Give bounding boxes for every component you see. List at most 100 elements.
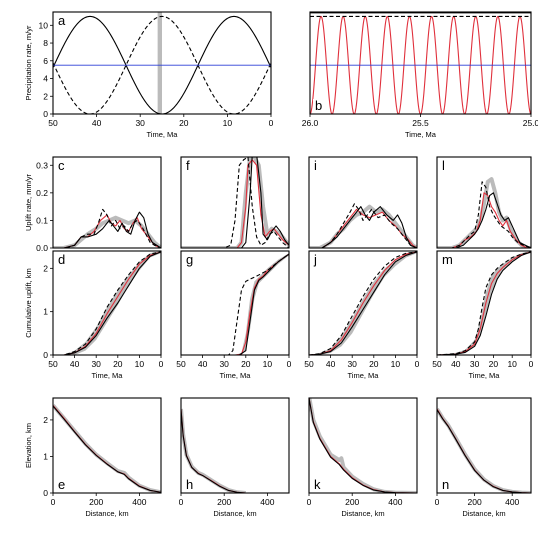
series-m-red-1 (437, 251, 531, 355)
xtick-label-n-1: 200 (468, 497, 482, 507)
series-g-solid-3 (181, 253, 289, 355)
ylabel-e: Elevation, km (24, 423, 33, 468)
series-c-solid-3 (53, 211, 161, 248)
frame-c (52, 156, 162, 249)
ylabel-a: Precipitation rate, m/yr (24, 25, 33, 101)
xtick-label-b-1: 25.5 (412, 118, 429, 128)
xlabel-g: Time, Ma (220, 371, 252, 380)
xtick-label-e-0: 0 (51, 497, 56, 507)
series-f-red-1 (181, 159, 289, 248)
series-e-red-1 (53, 404, 161, 493)
ytick-label-a-1: 2 (43, 91, 48, 101)
panel-label-n: n (442, 477, 449, 492)
xtick-label-j-2: 30 (347, 359, 357, 369)
panel-i: i (308, 156, 418, 249)
xtick-label-g-5: 0 (287, 359, 292, 369)
panel-label-j: j (313, 252, 317, 267)
panel-e: 0 200 400 0 1 2 Distance, km Elevation, km e (24, 397, 162, 518)
series-i-red-1 (309, 208, 417, 248)
panel-label-g: g (186, 252, 193, 267)
panel-k: 0 200 400 Distance, km k (307, 397, 418, 518)
panel-a: 50 40 30 20 10 0 0 2 4 6 8 10 Time, Ma Precipitation … (24, 11, 274, 139)
panel-b: 26.0 25.5 25.0 Time, Ma b (302, 11, 538, 139)
series-d-grey_band-0 (53, 251, 161, 355)
xtick-label-h-2: 400 (260, 497, 274, 507)
frame-g (180, 250, 290, 356)
xtick-label-g-3: 20 (241, 359, 251, 369)
xtick-label-m-1: 40 (451, 359, 461, 369)
xtick-label-d-4: 10 (135, 359, 145, 369)
series-a-solid-0 (53, 15, 271, 114)
series-f-grey-0 (181, 157, 289, 248)
xtick-label-n-0: 0 (435, 497, 440, 507)
ytick-label-c-0: 0.0 (36, 243, 48, 253)
series-g-grey_band-0 (181, 253, 289, 355)
series-d-red-1 (53, 251, 161, 355)
series-a-dashed-1 (53, 15, 271, 114)
xtick-label-d-2: 30 (91, 359, 101, 369)
panel-label-bg-n (440, 478, 452, 491)
series-j-solid-3 (309, 251, 417, 355)
series-m-dashed-2 (437, 251, 531, 355)
xtick-label-k-0: 0 (307, 497, 312, 507)
frame-j (308, 250, 418, 356)
frame-i (308, 156, 418, 249)
series-i-dashed-2 (309, 203, 417, 248)
plot-area-f (181, 157, 289, 248)
plot-area-h (181, 408, 246, 493)
ytick-label-d-1: 1 (43, 307, 48, 317)
panel-label-c: c (58, 158, 65, 173)
xlabel-h: Distance, km (213, 509, 256, 518)
panel-j: 50 40 30 20 10 0 Time, Ma j (304, 250, 420, 380)
series-h-solid-2 (181, 409, 246, 493)
xtick-label-n-2: 400 (505, 497, 519, 507)
panel-label-bg-j (312, 253, 324, 266)
panel-label-i: i (314, 158, 317, 173)
series-c-dashed-2 (53, 208, 161, 248)
xlabel-a: Time, Ma (147, 130, 179, 139)
plot-area-j (309, 251, 417, 355)
xtick-label-g-4: 10 (263, 359, 273, 369)
xtick-label-j-4: 10 (391, 359, 401, 369)
xtick-label-a-0: 50 (48, 118, 58, 128)
plot-area-g (181, 253, 289, 355)
xtick-label-m-3: 20 (489, 359, 499, 369)
series-l-solid-3 (437, 192, 531, 248)
panel-label-bg-m (440, 253, 452, 266)
xlabel-d: Time, Ma (92, 371, 124, 380)
xtick-label-b-2: 25.0 (523, 118, 538, 128)
series-f-solid-3 (181, 157, 289, 248)
xtick-label-m-0: 50 (432, 359, 442, 369)
series-d-solid-3 (53, 251, 161, 355)
panel-l: l (436, 156, 532, 249)
plot-area-c (53, 208, 161, 248)
ytick-label-e-0: 0 (43, 488, 48, 498)
shaded-band (157, 12, 162, 114)
xtick-label-j-5: 0 (415, 359, 420, 369)
xtick-label-h-0: 0 (179, 497, 184, 507)
panel-label-b: b (315, 98, 322, 113)
panel-label-m: m (442, 252, 453, 267)
panel-label-e: e (58, 477, 65, 492)
series-f-dashed-2 (181, 157, 289, 248)
xlabel-j: Time, Ma (348, 371, 380, 380)
ytick-label-a-5: 10 (39, 20, 49, 30)
panel-label-d: d (58, 252, 65, 267)
series-n-solid-2 (437, 409, 531, 493)
ytick-label-a-0: 0 (43, 109, 48, 119)
frame-h (180, 397, 290, 494)
xtick-label-g-0: 50 (176, 359, 186, 369)
xtick-label-d-3: 20 (113, 359, 123, 369)
xlabel-n: Distance, km (462, 509, 505, 518)
xtick-label-d-5: 0 (159, 359, 164, 369)
panel-label-k: k (314, 477, 321, 492)
xtick-label-d-0: 50 (48, 359, 58, 369)
xlabel-k: Distance, km (341, 509, 384, 518)
xtick-label-e-2: 400 (132, 497, 146, 507)
xtick-label-j-1: 40 (326, 359, 336, 369)
series-j-dashed-2 (309, 251, 417, 355)
xtick-label-a-3: 20 (179, 118, 189, 128)
series-d-dashed-2 (53, 251, 161, 355)
series-m-solid-3 (437, 251, 531, 355)
